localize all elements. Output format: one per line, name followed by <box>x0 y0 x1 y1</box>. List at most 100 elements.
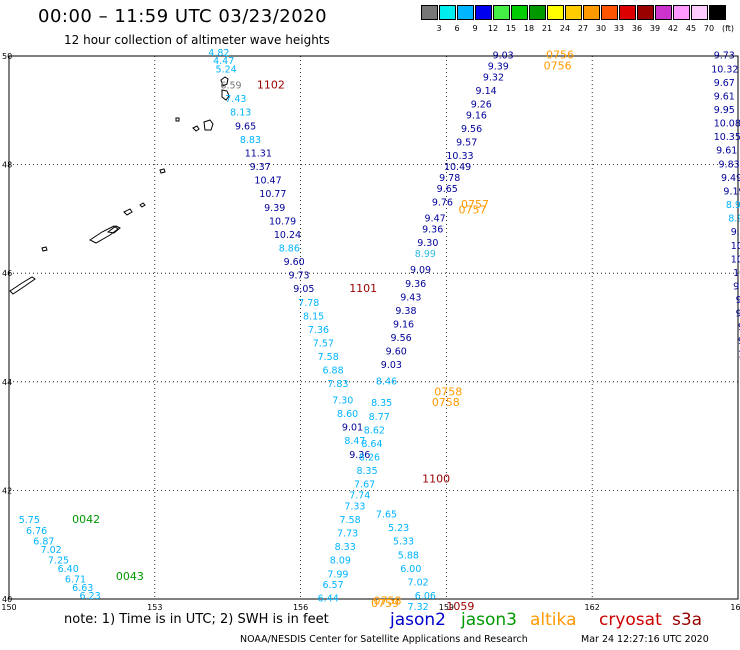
swh-label: 9.32 <box>483 72 504 83</box>
lat-tick-label: 48 <box>2 161 12 170</box>
swh-label: 9.14 <box>476 86 497 97</box>
swh-label: 6.63 <box>72 583 93 594</box>
swh-label: 10.33 <box>446 151 473 162</box>
legend-jason2: jason2 <box>390 610 446 630</box>
swh-label: 8.96 <box>726 200 740 211</box>
swh-label: 10.77 <box>259 189 286 200</box>
swh-label: 8.09 <box>330 556 351 567</box>
swh-label: 10.49 <box>444 162 471 173</box>
swh-label: 8.77 <box>369 412 390 423</box>
pass-time-label: 0758 <box>432 396 460 409</box>
swh-label: 11.31 <box>245 148 272 159</box>
swh-label: 9.39 <box>488 62 509 73</box>
swh-label: 9.91 <box>733 281 740 292</box>
swh-label: 6.23 <box>79 591 100 602</box>
island-outline <box>159 168 166 174</box>
swh-label: 7.65 <box>376 510 397 521</box>
swh-label: 8.60 <box>337 409 358 420</box>
swh-label: 10.79 <box>269 216 296 227</box>
swh-label: 7.57 <box>313 339 334 350</box>
swh-label: 6.06 <box>415 591 436 602</box>
swh-label: 9.30 <box>417 238 438 249</box>
island-outline <box>89 225 119 244</box>
swh-label: 10.08 <box>714 119 740 130</box>
color-swatch <box>439 5 456 20</box>
swh-label: 7.67 <box>354 480 375 491</box>
island-outline <box>9 276 36 295</box>
swh-label: 9.56 <box>391 333 412 344</box>
island-outline <box>41 246 48 252</box>
swh-label: 9.01 <box>342 423 363 434</box>
pass-time-label: 0043 <box>116 570 144 583</box>
swh-label: 9.78 <box>439 173 460 184</box>
map-frame <box>8 55 739 600</box>
lat-tick-label: 44 <box>2 378 12 387</box>
swh-label: 9.36 <box>349 450 370 461</box>
swh-label: 9.16 <box>466 110 487 121</box>
swh-label: 6.00 <box>400 564 421 575</box>
color-scale-label: 9 <box>472 24 478 33</box>
swh-label: 9.47 <box>425 214 446 225</box>
swh-label: 10. <box>738 349 740 360</box>
legend-cryosat: cryosat <box>599 610 662 630</box>
swh-label: 9.67 <box>714 78 735 89</box>
swh-label: 9.57 <box>456 138 477 149</box>
swh-label: 4.82 <box>208 48 229 59</box>
color-scale-label: 30 <box>595 24 607 33</box>
swh-label: 9.03 <box>493 51 514 62</box>
color-scale-label: 3 <box>436 24 442 33</box>
pass-time-label: 1100 <box>422 472 450 485</box>
color-scale-label: 70 <box>703 24 715 33</box>
pass-time-label: 1101 <box>349 282 377 295</box>
island-outline <box>106 225 121 234</box>
swh-label: 6.88 <box>322 366 343 377</box>
swh-label: 7.99 <box>327 569 348 580</box>
swh-label: 9.38 <box>395 306 416 317</box>
swh-label: 9.73 <box>288 271 309 282</box>
swh-label: 9.15 <box>731 227 740 238</box>
pass-time-label: 0759 <box>371 597 399 610</box>
swh-label: 9.95 <box>714 105 735 116</box>
color-swatch <box>637 5 654 20</box>
swh-label: 9.09 <box>410 265 431 276</box>
color-scale-label: 36 <box>631 24 643 33</box>
swh-label: 9.65 <box>235 121 256 132</box>
swh-label: 10.04 <box>731 241 740 252</box>
pass-time-label: 1102 <box>257 79 285 92</box>
color-swatch <box>457 5 474 20</box>
lat-tick-label: 46 <box>2 269 12 278</box>
swh-label: 9.61 <box>716 146 737 157</box>
swh-label: 6.57 <box>322 580 343 591</box>
swh-label: 10.35 <box>714 132 740 143</box>
pass-time-label: 0756 <box>546 49 574 62</box>
swh-label: 9.4 <box>738 322 740 333</box>
color-swatch <box>673 5 690 20</box>
swh-label: 9.60 <box>284 257 305 268</box>
swh-label: 8.93 <box>728 214 740 225</box>
swh-label: 7.33 <box>344 501 365 512</box>
color-swatch <box>691 5 708 20</box>
island-outline <box>221 89 230 101</box>
swh-label: 7.58 <box>339 515 360 526</box>
generated-timestamp: Mar 24 12:27:16 UTC 2020 <box>581 634 709 645</box>
swh-label: 7.58 <box>318 352 339 363</box>
swh-label: 8.13 <box>230 108 251 119</box>
color-scale-label: 12 <box>487 24 499 33</box>
island-outline <box>192 125 200 132</box>
color-swatch <box>547 5 564 20</box>
color-scale-label: 15 <box>505 24 517 33</box>
legend-s3a: s3a <box>672 610 703 630</box>
swh-label: 7.74 <box>349 491 370 502</box>
swh-label: 7.43 <box>225 94 246 105</box>
swh-label: 9.1 <box>738 336 740 347</box>
pass-time-label: 0757 <box>459 203 487 216</box>
legend-jason3: jason3 <box>461 610 517 630</box>
color-swatch <box>529 5 546 20</box>
swh-label: 9.65 <box>437 184 458 195</box>
swh-label: 9.36 <box>405 279 426 290</box>
swh-label: 8.46 <box>376 377 397 388</box>
swh-label: 5.23 <box>388 523 409 534</box>
swh-label: 8.86 <box>279 243 300 254</box>
color-scale-label: 45 <box>685 24 697 33</box>
color-scale-label: 39 <box>649 24 661 33</box>
